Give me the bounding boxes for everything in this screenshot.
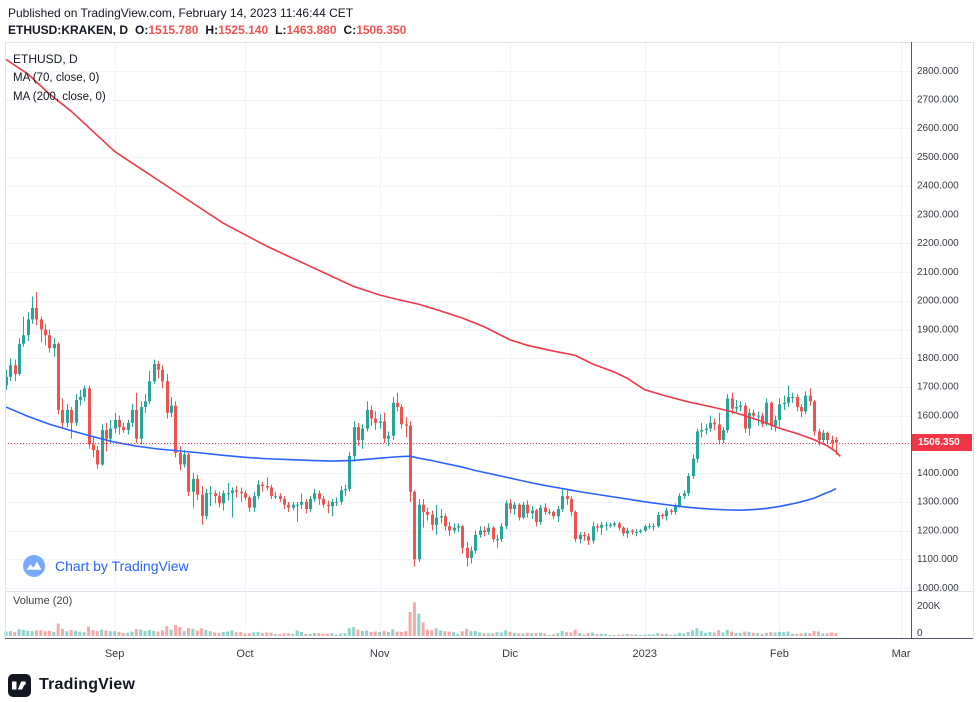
ohlc-open-value: 1515.780: [148, 23, 199, 37]
last-price-badge: 1506.350: [912, 433, 972, 451]
footer: TradingView: [8, 670, 135, 700]
publish-info: Published on TradingView.com, February 1…: [8, 6, 354, 20]
volume-indicator-label[interactable]: Volume (20): [13, 595, 73, 607]
legend-symbol[interactable]: ETHUSD, D: [13, 52, 78, 66]
ohlc-high: H:1525.140: [205, 23, 268, 37]
chart-legend: ETHUSD, D MA (70, close, 0) MA (200, clo…: [13, 50, 106, 107]
footer-brand[interactable]: TradingView: [39, 676, 136, 693]
symbol-title: ETHUSD:KRAKEN, D: [8, 23, 128, 37]
legend-ma70[interactable]: MA (70, close, 0): [13, 72, 100, 84]
ohlc-close-label: C:: [343, 23, 357, 37]
tradingview-watermark[interactable]: Chart by TradingView: [22, 554, 189, 578]
ohlc-low: L:1463.880: [275, 23, 336, 37]
ohlc-open: O:1515.780: [135, 23, 198, 37]
legend-ma200[interactable]: MA (200, close, 0): [13, 91, 106, 103]
watermark-label: Chart by TradingView: [55, 558, 189, 574]
tradingview-logo-icon: [8, 673, 31, 697]
ohlc-low-value: 1463.880: [286, 23, 337, 37]
symbol-ohlc-line: ETHUSD:KRAKEN, D O:1515.780 H:1525.140 L:14…: [8, 23, 406, 37]
ohlc-close-value: 1506.350: [356, 23, 407, 37]
tradingview-cloud-logo-icon: [23, 555, 45, 577]
ohlc-high-label: H:: [205, 23, 219, 37]
ohlc-high-value: 1525.140: [218, 23, 269, 37]
ohlc-close: C:1506.350: [344, 23, 407, 37]
ohlc-low-label: L:: [275, 23, 287, 37]
price-chart-canvas[interactable]: [0, 40, 978, 670]
ohlc-open-label: O:: [135, 23, 149, 37]
